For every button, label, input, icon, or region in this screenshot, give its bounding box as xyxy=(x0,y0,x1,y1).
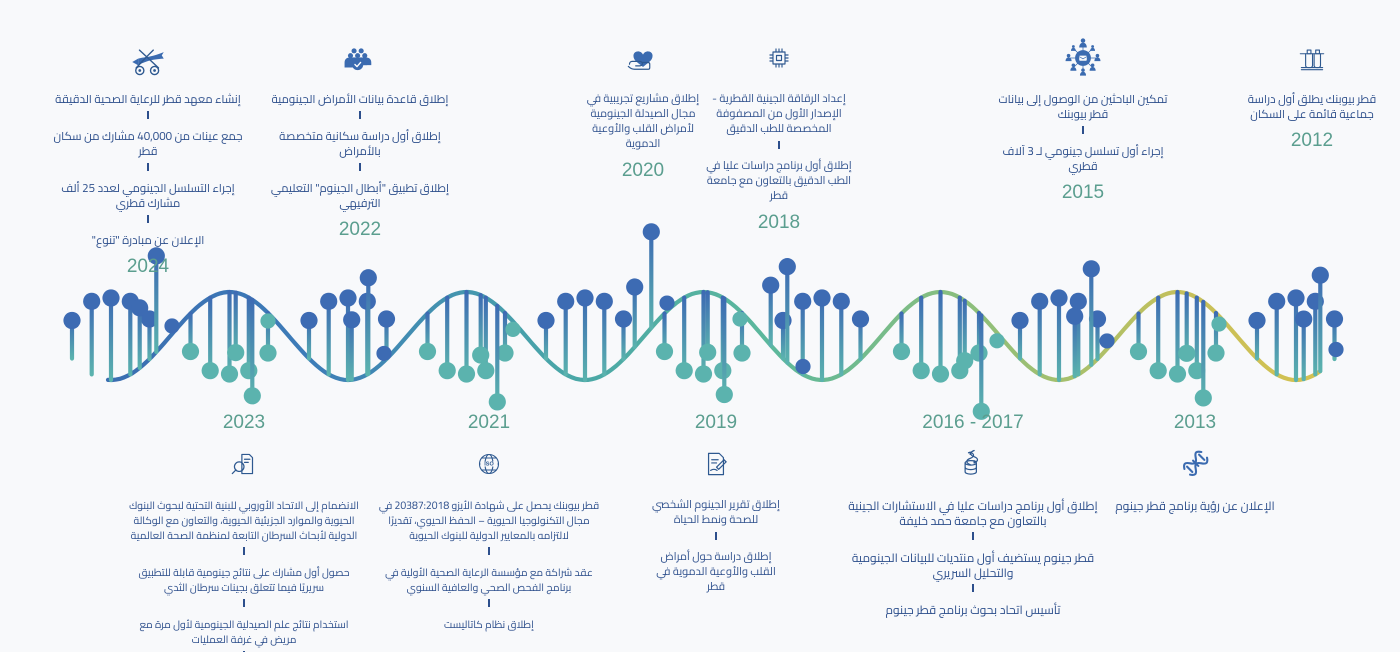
svg-text:ISO: ISO xyxy=(484,462,494,468)
